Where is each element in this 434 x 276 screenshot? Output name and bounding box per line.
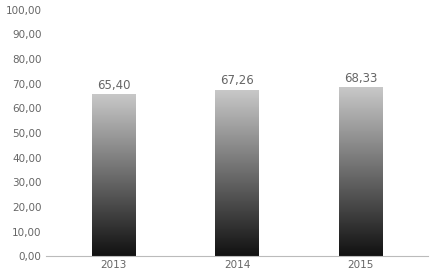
Text: 65,40: 65,40 [97, 79, 130, 92]
Text: 67,26: 67,26 [220, 74, 254, 87]
Text: 68,33: 68,33 [344, 72, 377, 85]
